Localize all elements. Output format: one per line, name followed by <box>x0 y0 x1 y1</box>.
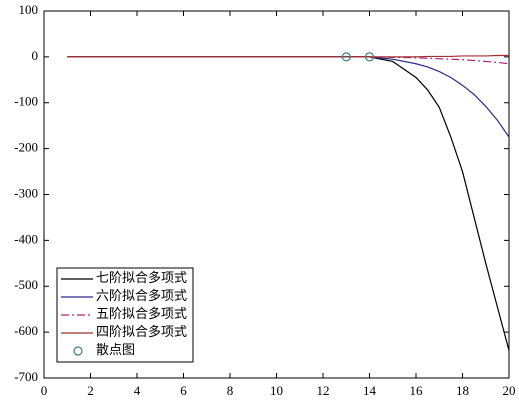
legend-label: 散点图 <box>96 342 135 357</box>
scatter-point <box>341 52 351 62</box>
legend-label: 七阶拟合多项式 <box>96 270 187 285</box>
x-tick-label: 6 <box>180 383 187 398</box>
y-tick-label: -100 <box>14 94 38 109</box>
x-tick-label: 2 <box>87 383 94 398</box>
legend-label: 四阶拟合多项式 <box>96 324 187 339</box>
y-tick-label: -600 <box>14 323 38 338</box>
x-tick-label: 0 <box>41 383 48 398</box>
x-tick-label: 18 <box>456 383 469 398</box>
x-tick-label: 14 <box>363 383 377 398</box>
legend-label: 六阶拟合多项式 <box>96 288 187 303</box>
x-tick-label: 12 <box>317 383 330 398</box>
legend-label: 五阶拟合多项式 <box>96 306 187 321</box>
y-tick-label: -700 <box>14 369 38 384</box>
x-tick-label: 8 <box>227 383 234 398</box>
y-tick-label: -200 <box>14 140 38 155</box>
y-tick-label: -500 <box>14 277 38 292</box>
x-tick-label: 4 <box>134 383 141 398</box>
y-tick-label: -400 <box>14 231 38 246</box>
x-tick-label: 20 <box>503 383 516 398</box>
y-tick-label: -300 <box>14 185 38 200</box>
scatter-point <box>364 52 375 62</box>
x-tick-label: 16 <box>410 383 424 398</box>
x-tick-label: 10 <box>270 383 283 398</box>
series-line <box>67 54 509 58</box>
y-tick-label: 0 <box>32 48 39 63</box>
legend-marker <box>73 346 83 356</box>
y-tick-label: 100 <box>19 2 39 17</box>
